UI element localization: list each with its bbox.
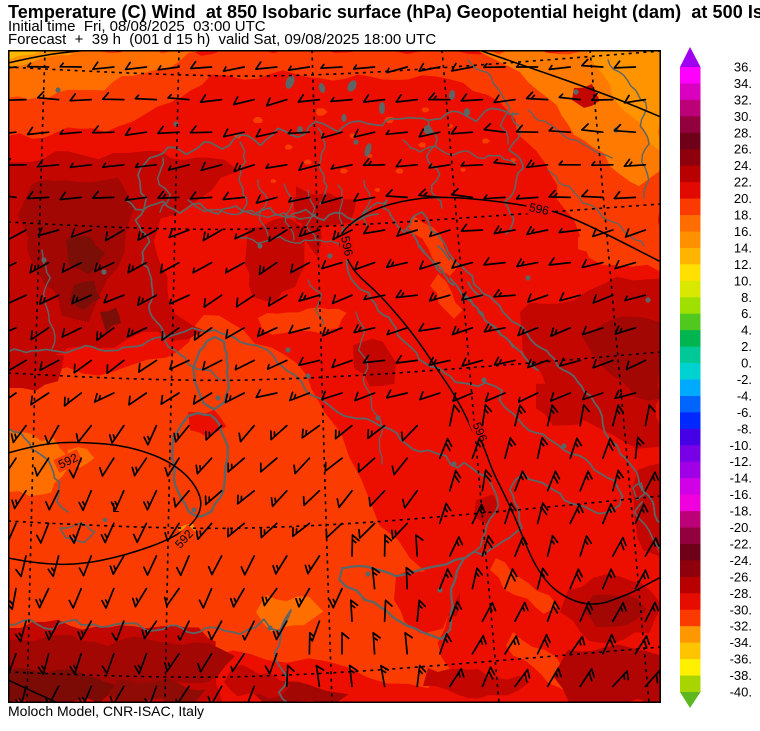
- svg-text:20.: 20.: [734, 191, 752, 206]
- svg-text:6.: 6.: [741, 306, 752, 321]
- svg-text:16.: 16.: [734, 224, 752, 239]
- svg-text:10.: 10.: [734, 273, 752, 288]
- svg-text:34.: 34.: [734, 76, 752, 91]
- svg-text:32.: 32.: [734, 92, 752, 107]
- svg-text:-24.: -24.: [730, 553, 752, 568]
- svg-text:22.: 22.: [734, 175, 752, 190]
- svg-text:-12.: -12.: [730, 454, 752, 469]
- svg-text:8.: 8.: [741, 290, 752, 305]
- svg-text:18.: 18.: [734, 208, 752, 223]
- svg-text:-16.: -16.: [730, 487, 752, 502]
- svg-text:-20.: -20.: [730, 520, 752, 535]
- svg-text:14.: 14.: [734, 240, 752, 255]
- svg-text:4.: 4.: [741, 323, 752, 338]
- svg-text:-2.: -2.: [737, 372, 752, 387]
- svg-text:-22.: -22.: [730, 537, 752, 552]
- svg-text:-26.: -26.: [730, 569, 752, 584]
- svg-text:2.: 2.: [741, 339, 752, 354]
- svg-text:596: 596: [338, 235, 356, 258]
- svg-text:-6.: -6.: [737, 405, 752, 420]
- svg-text:36.: 36.: [734, 60, 752, 75]
- svg-text:28.: 28.: [734, 125, 752, 140]
- svg-text:-40.: -40.: [730, 685, 752, 700]
- svg-text:596: 596: [528, 200, 551, 218]
- svg-text:-4.: -4.: [737, 388, 752, 403]
- svg-text:-10.: -10.: [730, 438, 752, 453]
- svg-text:-38.: -38.: [730, 668, 752, 683]
- svg-text:26.: 26.: [734, 142, 752, 157]
- svg-text:-30.: -30.: [730, 602, 752, 617]
- svg-text:-34.: -34.: [730, 635, 752, 650]
- svg-text:12.: 12.: [734, 257, 752, 272]
- svg-text:-28.: -28.: [730, 586, 752, 601]
- svg-text:-18.: -18.: [730, 504, 752, 519]
- svg-text:30.: 30.: [734, 109, 752, 124]
- svg-text:-14.: -14.: [730, 471, 752, 486]
- svg-text:-8.: -8.: [737, 421, 752, 436]
- svg-text:-36.: -36.: [730, 652, 752, 667]
- svg-text:24.: 24.: [734, 158, 752, 173]
- svg-text:0.: 0.: [741, 356, 752, 371]
- svg-text:-32.: -32.: [730, 619, 752, 634]
